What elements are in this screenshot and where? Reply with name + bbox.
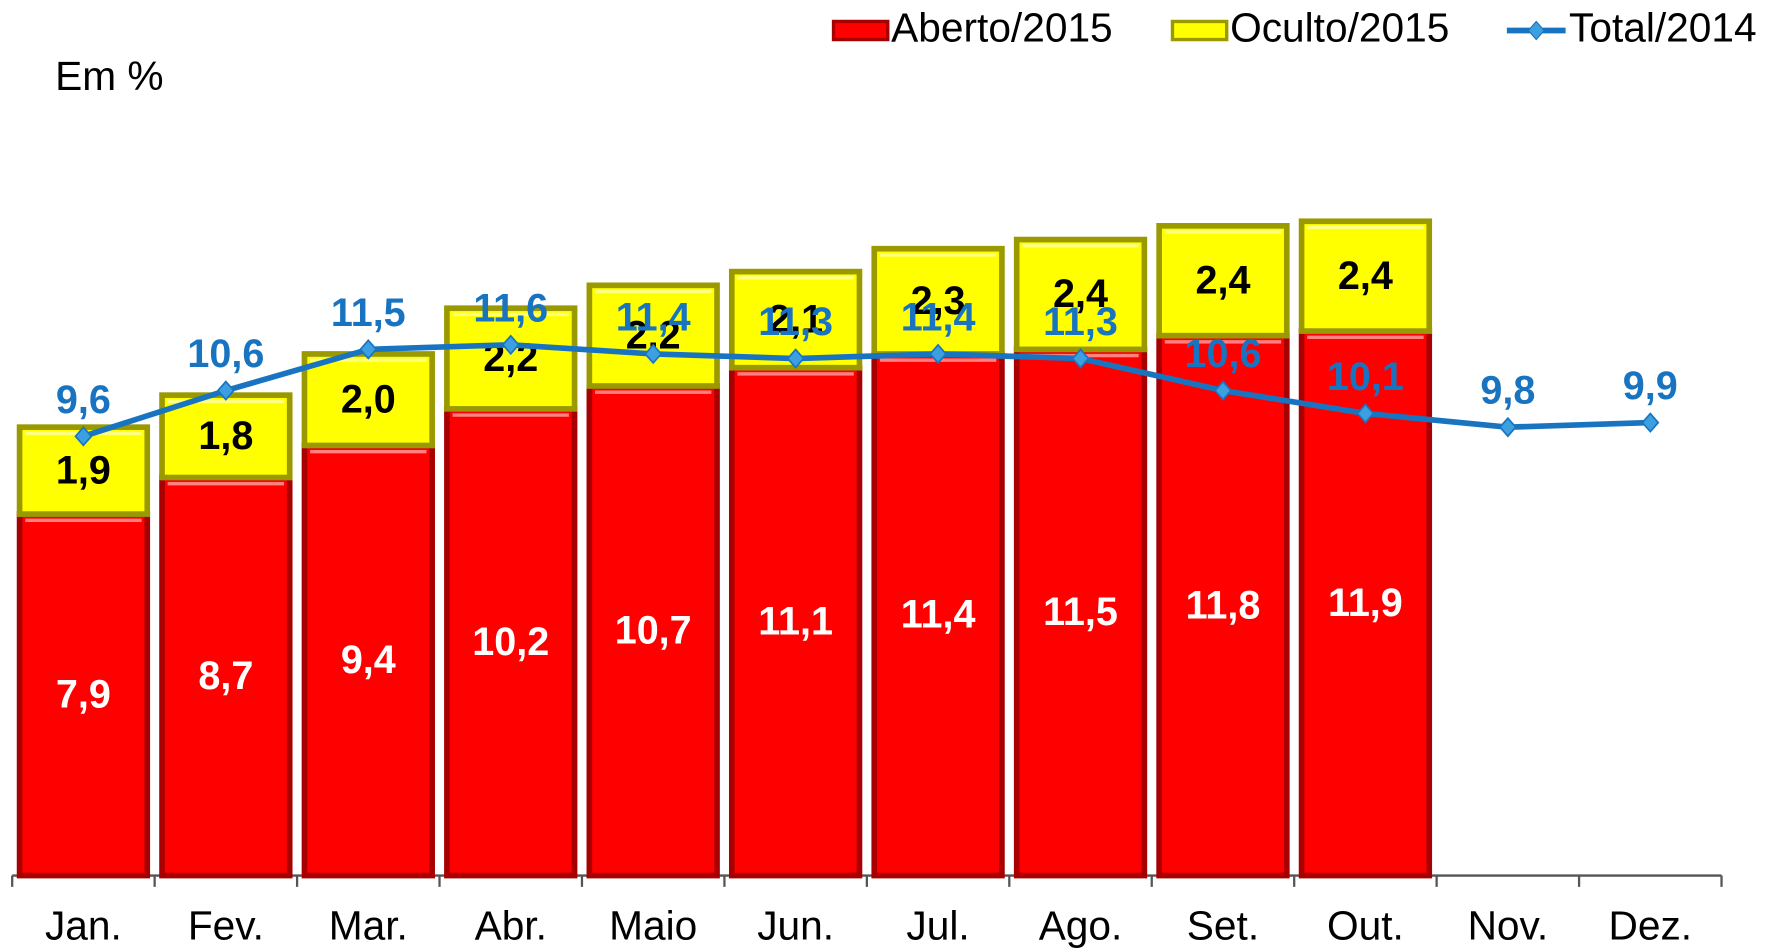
x-tick-label: Set. [1187, 902, 1259, 948]
bar-highlight [1307, 335, 1424, 339]
bar-label: 7,9 [56, 673, 111, 717]
bar-label: 8,7 [198, 654, 253, 698]
bar-highlight [737, 372, 854, 376]
bar-segment [301, 351, 435, 449]
bar-label: 11,9 [1328, 581, 1403, 625]
line-marker [216, 380, 235, 401]
bar-highlight [595, 289, 712, 294]
bar-segment [1013, 236, 1148, 353]
line-label: 10,1 [1327, 355, 1404, 399]
line-marker [1071, 348, 1090, 369]
bar-highlight [595, 390, 712, 394]
x-tick-label: Jun. [757, 902, 834, 948]
bar-segment [1298, 328, 1433, 879]
line-label: 10,6 [187, 332, 264, 376]
bar-label: 10,7 [615, 608, 692, 652]
line-label: 10,6 [1184, 332, 1261, 376]
line-label: 11,3 [1043, 300, 1118, 344]
bar-highlight [1307, 225, 1424, 230]
bar-segment [1013, 346, 1148, 879]
line-marker [1641, 412, 1660, 433]
bar-label: 1,8 [198, 414, 253, 458]
bar-highlight [452, 413, 569, 417]
legend-label: Aberto/2015 [891, 4, 1113, 50]
bar-segment [871, 245, 1005, 357]
bar-segment [16, 511, 151, 879]
bar-highlight [167, 399, 285, 404]
bar-segment [444, 305, 578, 412]
line-marker [74, 425, 93, 447]
bar-segment [1156, 223, 1290, 339]
line-label: 9,6 [56, 378, 111, 422]
line-label: 11,4 [901, 295, 976, 339]
bar-label: 11,8 [1186, 583, 1261, 627]
bar-highlight [879, 253, 997, 257]
bar-segment [586, 383, 720, 879]
line-label: 9,8 [1480, 369, 1535, 413]
bar-segment [159, 474, 293, 879]
bar-segment [728, 364, 863, 879]
legend-swatch [831, 19, 890, 42]
x-tick-label: Fev. [188, 902, 264, 948]
line-marker [786, 348, 805, 369]
bar-label: 11,1 [758, 599, 833, 643]
line-marker [1356, 403, 1375, 424]
bar-highlight [1022, 244, 1139, 248]
bar-label: 2,4 [1338, 254, 1393, 298]
x-tick-label: Mar. [329, 902, 408, 948]
line-label: 11,6 [473, 286, 548, 330]
bar-label: 2,1 [768, 297, 823, 341]
line-label: 11,5 [331, 291, 406, 335]
bar-segment [1298, 218, 1433, 334]
bar-segment [159, 392, 293, 481]
x-tick-label: Abr. [475, 902, 547, 948]
line-label: 11,3 [758, 300, 833, 344]
line-marker [501, 334, 520, 356]
bar-label: 2,4 [1195, 258, 1250, 302]
bar-label: 11,4 [901, 592, 976, 636]
x-tick-label: Ago. [1039, 902, 1123, 948]
x-tick-label: Nov. [1468, 902, 1549, 948]
legend-label: Total/2014 [1569, 4, 1757, 50]
x-tick-label: Maio [609, 902, 697, 948]
bar-label: 2,0 [341, 377, 396, 421]
line-label: 9,9 [1623, 364, 1678, 408]
bar-label: 2,4 [1053, 272, 1108, 316]
line-marker [1498, 416, 1517, 438]
bar-segment [871, 351, 1005, 879]
x-tick-label: Dez. [1608, 902, 1692, 948]
line-marker [929, 343, 948, 365]
bar-label: 1,9 [56, 448, 111, 492]
line [82, 341, 1651, 440]
bar-highlight [737, 276, 854, 280]
bar-highlight [1164, 230, 1282, 234]
bar-segment [444, 406, 578, 879]
x-tick-label: Jan. [45, 902, 122, 948]
bar-label: 11,5 [1043, 590, 1118, 634]
line-label: 11,4 [616, 295, 691, 339]
bar-highlight [310, 449, 427, 454]
bar-segment [301, 442, 435, 879]
bar-highlight [452, 312, 569, 317]
bar-highlight [167, 482, 285, 486]
line-marker [1213, 380, 1233, 401]
legend-marker [1527, 20, 1545, 41]
bar-highlight [1164, 340, 1282, 344]
bar-label: 10,2 [472, 620, 549, 664]
line-marker [359, 339, 378, 360]
x-tick-label: Out. [1327, 902, 1404, 948]
bar-label: 9,4 [341, 638, 396, 682]
bar-highlight [310, 358, 427, 362]
bar-highlight [25, 518, 142, 523]
legend-swatch [1170, 19, 1229, 42]
bar-label: 2,3 [911, 279, 966, 323]
line-marker [644, 343, 663, 365]
bar-segment [586, 282, 720, 389]
x-tick-label: Jul. [906, 902, 969, 948]
legend-label: Oculto/2015 [1230, 4, 1449, 50]
bar-segment [1156, 332, 1290, 879]
subtitle: Em % [55, 53, 163, 99]
